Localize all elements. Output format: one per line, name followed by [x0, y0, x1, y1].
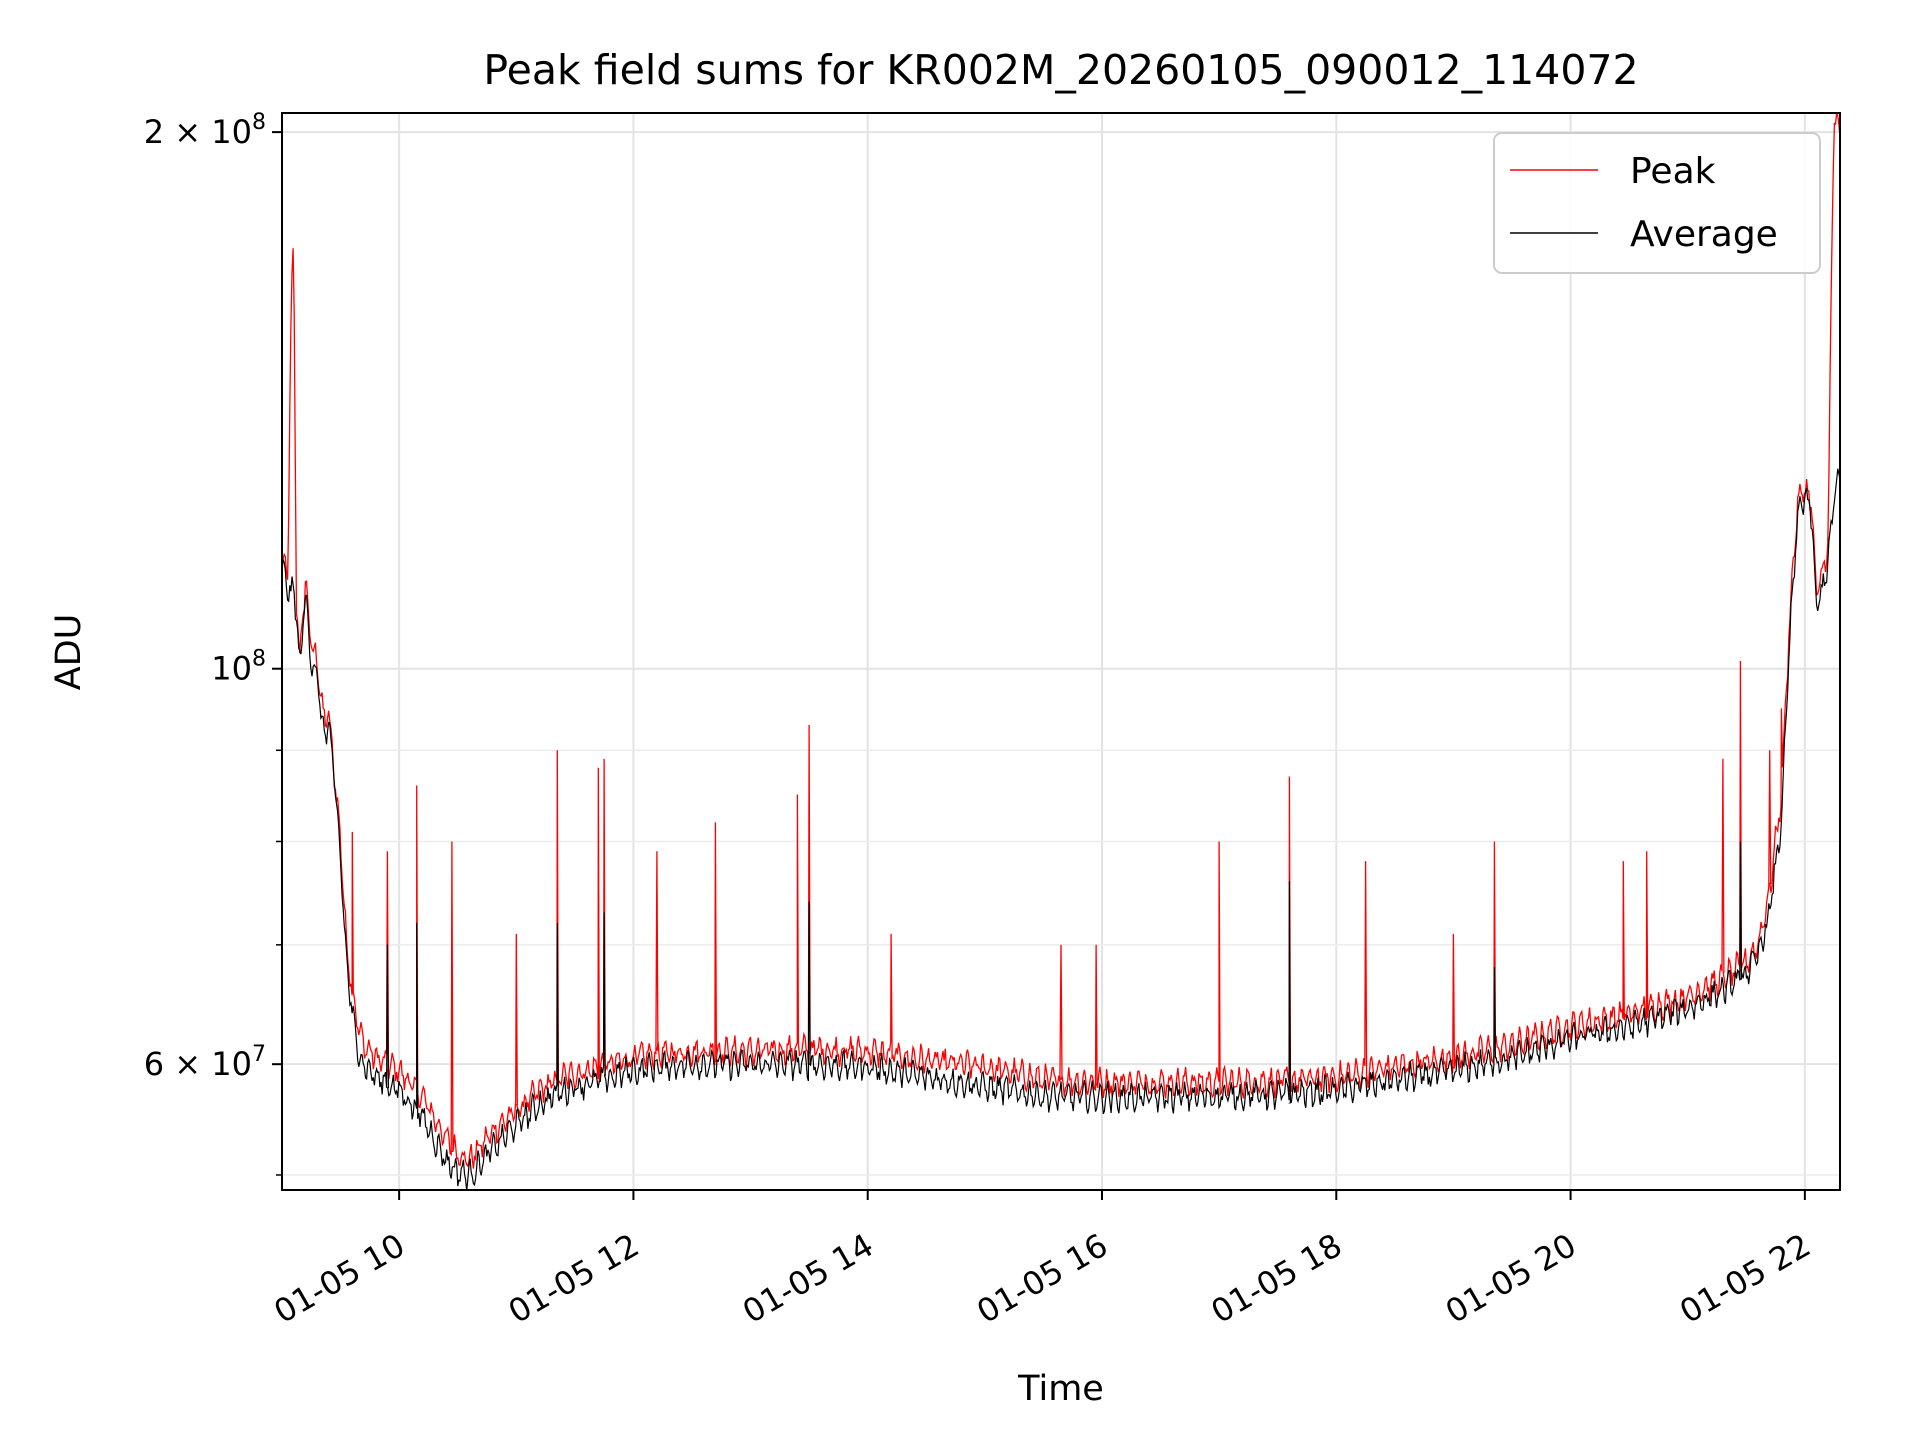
plot-frame: [281, 112, 1841, 1191]
y-tick-label: 6 × 107: [144, 1042, 266, 1083]
y-axis: 2 × 108 108 6 × 107: [144, 110, 282, 1176]
series-line-average: [282, 468, 1840, 1190]
legend-label-peak: Peak: [1630, 151, 1716, 192]
series-line-peak: [282, 113, 1840, 1169]
y-axis-label: ADU: [49, 614, 89, 691]
y-tick-label: 2 × 108: [144, 110, 266, 151]
series-layer: [282, 113, 1840, 1190]
x-axis-label: Time: [1017, 1369, 1104, 1409]
chart-title: Peak field sums for KR002M_20260105_0900…: [483, 46, 1638, 94]
legend: Peak Average: [1493, 132, 1821, 274]
legend-label-average: Average: [1630, 214, 1778, 255]
legend-box: [1493, 132, 1821, 274]
y-tick-label: 108: [211, 647, 266, 688]
